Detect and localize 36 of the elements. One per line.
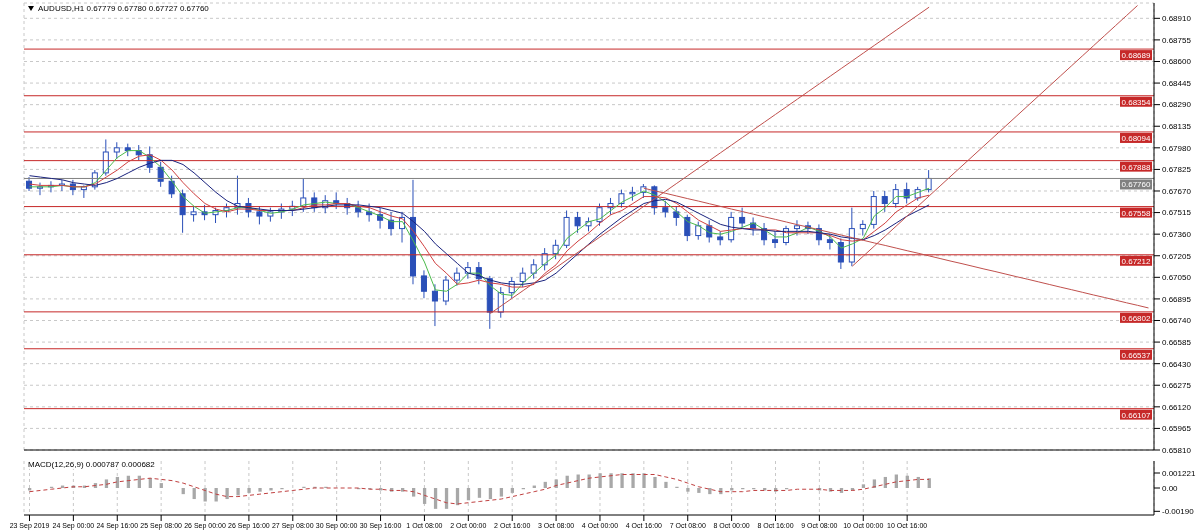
y-tick-label: 0.66275: [1162, 381, 1192, 391]
y-tick-label: 0.67515: [1162, 208, 1192, 218]
y-tick-label: 0.66740: [1162, 316, 1192, 326]
ref-line-label: 0.66802: [1121, 313, 1152, 323]
ref-line-label: 0.67888: [1121, 162, 1152, 172]
y-tick-label: 0.66895: [1162, 294, 1192, 304]
chart-title: MACD(12,26,9) 0.000787 0.000682: [28, 460, 155, 469]
y-tick-label: 0.67360: [1162, 230, 1192, 239]
y-tick-label: 0.00: [1162, 483, 1179, 493]
y-tick-label: 0.66430: [1162, 359, 1192, 369]
y-tick-label: 0.001221: [1162, 468, 1196, 478]
y-tick-label: 0.68135: [1162, 122, 1192, 132]
ref-line-label: 0.66107: [1121, 410, 1152, 420]
ref-line-label: 0.67558: [1121, 208, 1152, 218]
ref-line-label: 0.68094: [1121, 133, 1152, 143]
y-tick-label: 0.68290: [1162, 100, 1192, 110]
ref-line-label: 0.67212: [1121, 256, 1152, 266]
y-tick-label: 0.65810: [1162, 445, 1192, 455]
y-tick-label: 0.66585: [1162, 337, 1192, 347]
y-tick-label: 0.66120: [1162, 402, 1192, 412]
y-tick-label: 0.67825: [1162, 165, 1192, 175]
ref-line-label: 0.67760: [1121, 180, 1152, 190]
ref-line-label: 0.66537: [1121, 350, 1152, 360]
y-tick-label: -0.00190: [1162, 507, 1195, 517]
y-tick-label: 0.67050: [1162, 273, 1192, 283]
chart-title: AUDUSD,H1 0.67779 0.67780 0.67727 0.67760: [38, 4, 209, 13]
y-tick-label: 0.68600: [1162, 57, 1192, 67]
y-tick-label: 0.65965: [1162, 424, 1192, 434]
y-tick-label: 0.68755: [1162, 35, 1192, 45]
y-tick-label: 0.67205: [1162, 251, 1192, 261]
ref-line-label: 0.68354: [1121, 97, 1152, 107]
y-tick-label: 0.67670: [1162, 186, 1192, 196]
y-tick-label: 0.68910: [1162, 14, 1192, 24]
y-tick-label: 0.67980: [1162, 143, 1192, 153]
y-tick-label: 0.68445: [1162, 78, 1192, 88]
ref-line-label: 0.68689: [1121, 51, 1152, 61]
